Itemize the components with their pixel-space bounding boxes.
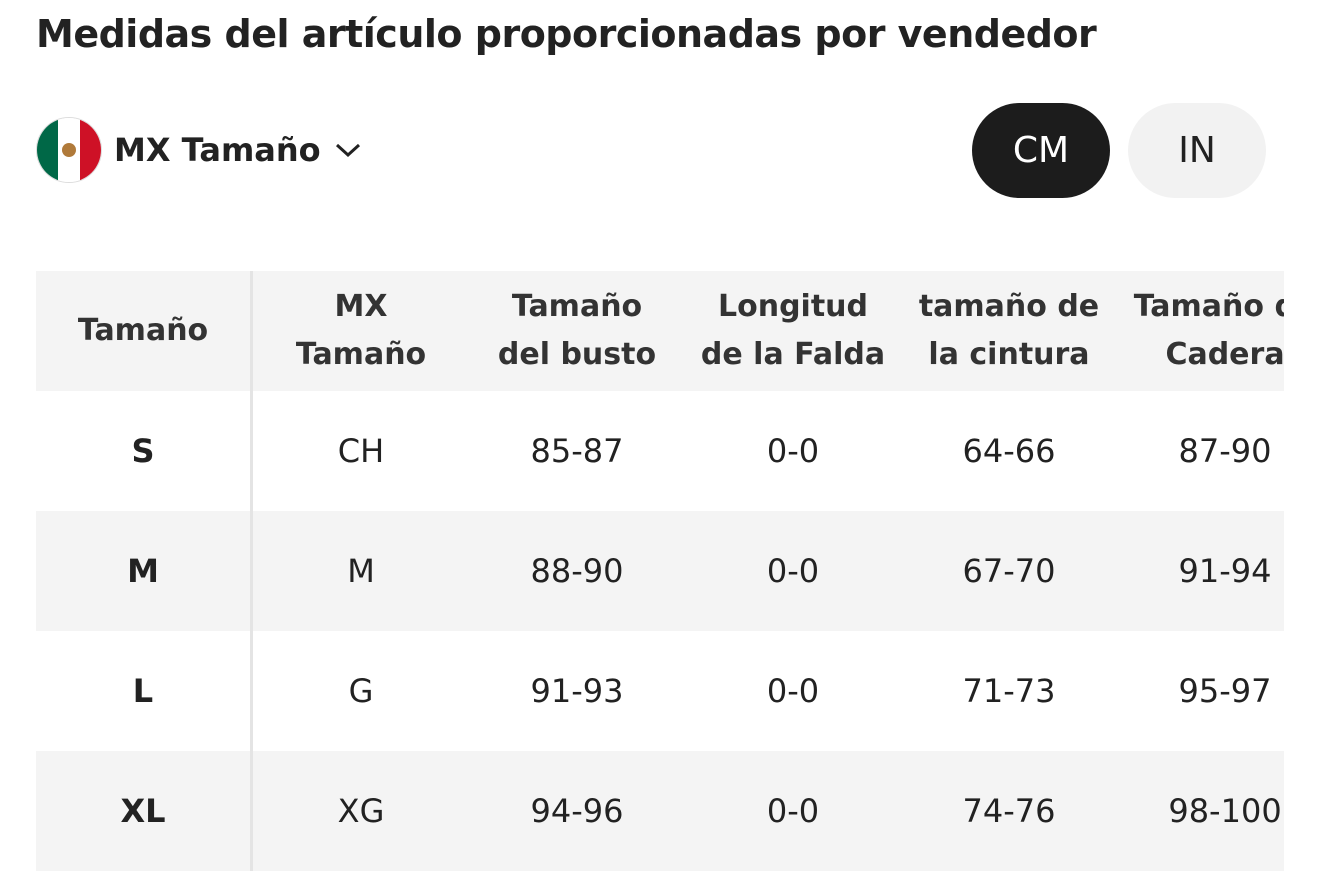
table-cell: 71-73 <box>901 631 1117 751</box>
header-text: Tamaño <box>511 289 643 324</box>
table-row: XL XG 94-96 0-0 74-76 98-100 <box>36 751 1284 871</box>
cell-text: 0-0 <box>766 792 820 830</box>
cell-text: 87-90 <box>1178 432 1272 470</box>
cell-text: 95-97 <box>1178 672 1272 710</box>
header-text: la cintura <box>928 337 1090 372</box>
header-cell: Tamaño de Cadera <box>1117 271 1284 391</box>
table-cell: 0-0 <box>685 511 901 631</box>
table-cell: G <box>253 631 469 751</box>
table-cell: 85-87 <box>469 391 685 511</box>
cell-text: 0-0 <box>766 552 820 590</box>
header-text: del busto <box>497 337 657 372</box>
table-cell: L <box>36 631 253 751</box>
table-cell: 0-0 <box>685 391 901 511</box>
table-cell: 88-90 <box>469 511 685 631</box>
table-row: S CH 85-87 0-0 64-66 87-90 <box>36 391 1284 511</box>
size-selector-label: MX Tamaño <box>114 131 321 169</box>
table-cell: 91-94 <box>1117 511 1284 631</box>
unit-button-cm[interactable]: CM <box>972 103 1110 198</box>
table-row: M M 88-90 0-0 67-70 91-94 <box>36 511 1284 631</box>
header-cell: Tamaño <box>36 271 253 391</box>
cell-text: 88-90 <box>530 552 624 590</box>
cell-text: 74-76 <box>962 792 1056 830</box>
cell-text: 91-94 <box>1178 552 1272 590</box>
table-cell: M <box>253 511 469 631</box>
header-text: Tamaño de <box>1133 289 1284 324</box>
unit-button-in[interactable]: IN <box>1128 103 1266 198</box>
table-cell: 98-100 <box>1117 751 1284 871</box>
table-cell: 64-66 <box>901 391 1117 511</box>
table-cell: 67-70 <box>901 511 1117 631</box>
cell-text: 0-0 <box>766 432 820 470</box>
cell-text: XG <box>337 792 385 830</box>
cell-text: M <box>347 552 375 590</box>
table-cell: XG <box>253 751 469 871</box>
cell-text: CH <box>337 432 385 470</box>
cell-text: 85-87 <box>530 432 624 470</box>
header-text: MX <box>334 289 388 324</box>
cell-text: 91-93 <box>530 672 624 710</box>
table-cell: 0-0 <box>685 631 901 751</box>
size-table: Tamaño MX Tamaño Tamaño del busto Longitud de … <box>36 271 1284 873</box>
cell-text: L <box>132 672 154 710</box>
cell-text: 67-70 <box>962 552 1056 590</box>
header-text: Tamaño <box>295 337 427 372</box>
table-cell: 91-93 <box>469 631 685 751</box>
header-cell: Tamaño del busto <box>469 271 685 391</box>
cell-text: 98-100 <box>1168 792 1282 830</box>
table-cell: 0-0 <box>685 751 901 871</box>
table-cell: XL <box>36 751 253 871</box>
header-text: Cadera <box>1165 337 1284 372</box>
mexico-flag <box>36 117 102 183</box>
cell-text: 71-73 <box>962 672 1056 710</box>
header-cell: Longitud de la Falda <box>685 271 901 391</box>
cell-text: M <box>127 552 159 590</box>
cell-text: XL <box>120 792 166 830</box>
header-text: de la Falda <box>700 337 886 372</box>
cell-text: 64-66 <box>962 432 1056 470</box>
cell-text: 94-96 <box>530 792 624 830</box>
header-text: tamaño de <box>918 289 1100 324</box>
table-cell: M <box>36 511 253 631</box>
table-cell: 95-97 <box>1117 631 1284 751</box>
header-row: Tamaño MX Tamaño Tamaño del busto Longitud de … <box>36 271 1284 391</box>
table-row: L G 91-93 0-0 71-73 95-97 <box>36 631 1284 751</box>
chevron-icon <box>335 143 360 158</box>
table-cell: CH <box>253 391 469 511</box>
cell-text: G <box>348 672 374 710</box>
page-title: Medidas del artículo proporcionadas por … <box>36 12 1097 56</box>
table-cell: S <box>36 391 253 511</box>
size-selector[interactable]: MX Tamaño <box>36 117 363 183</box>
header-text: Longitud <box>717 289 868 324</box>
table-cell: 87-90 <box>1117 391 1284 511</box>
table-cell: 94-96 <box>469 751 685 871</box>
header-cell: tamaño de la cintura <box>901 271 1117 391</box>
header-text: Tamaño <box>77 313 209 348</box>
header-cell: MX Tamaño <box>253 271 469 391</box>
cell-text: 0-0 <box>766 672 820 710</box>
table-cell: 74-76 <box>901 751 1117 871</box>
cell-text: S <box>131 432 155 470</box>
